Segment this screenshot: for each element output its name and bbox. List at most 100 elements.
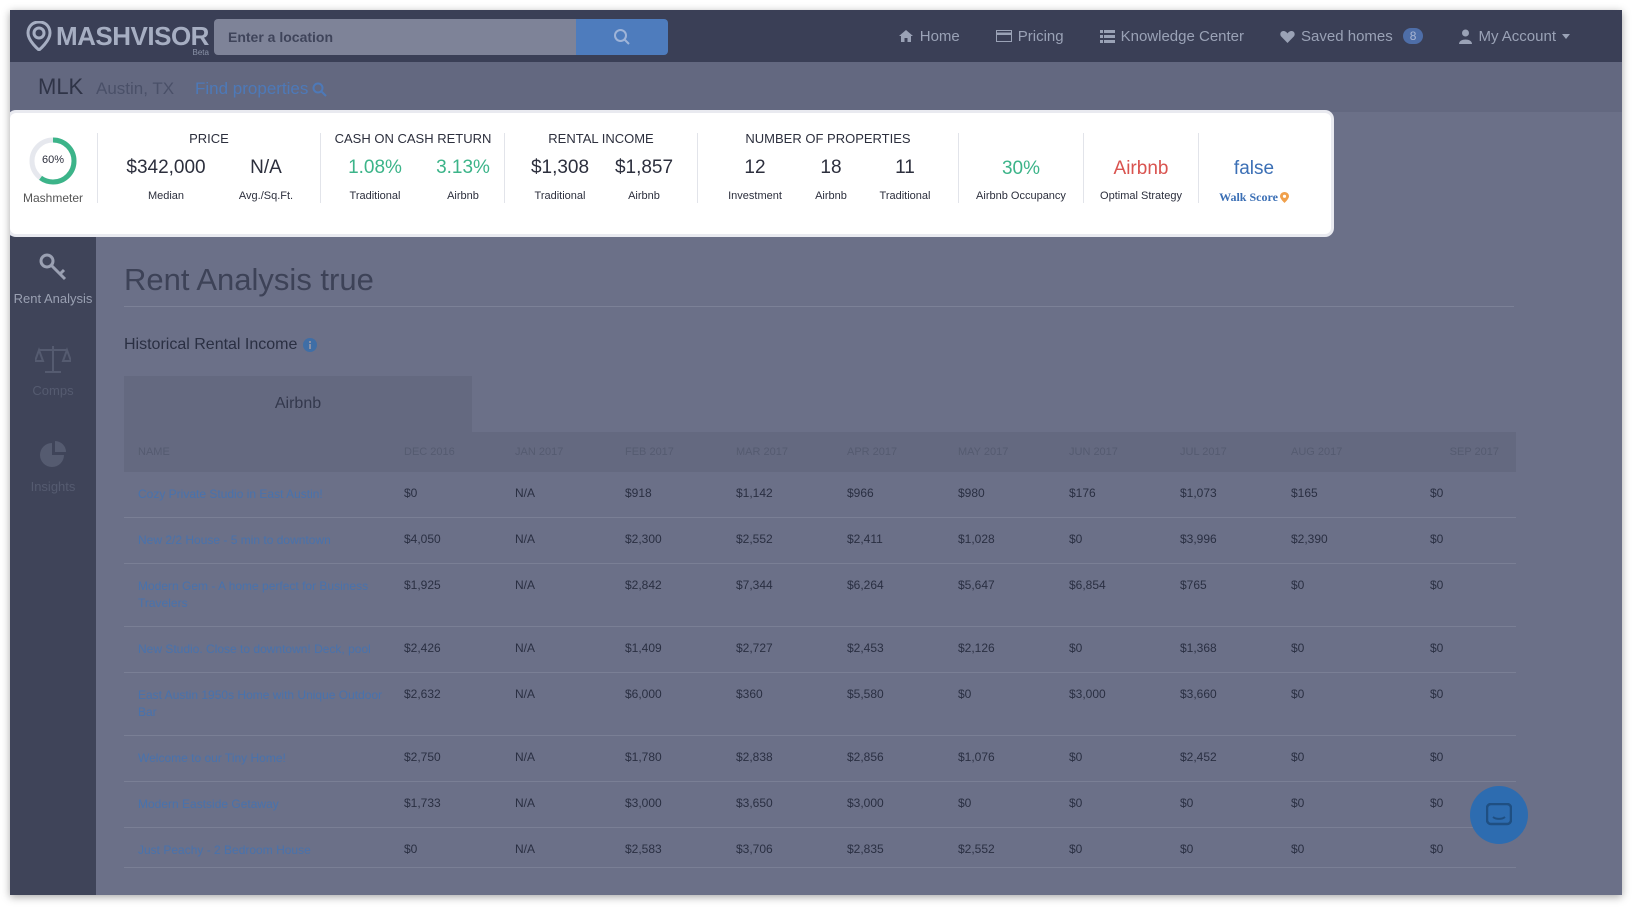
income-cell: $0	[1291, 796, 1305, 810]
listing-name-link[interactable]: East Austin 1950s Home with Unique Outdo…	[138, 688, 383, 719]
divider	[320, 133, 321, 203]
income-cell: $2,856	[847, 750, 884, 764]
find-properties-link[interactable]: Find properties	[195, 79, 328, 99]
page-title: Rent Analysis true	[124, 262, 374, 297]
table-row[interactable]: Welcome to our Tiny Home! $2,750 N/A $1,780…	[124, 736, 1516, 782]
listing-name-link[interactable]: Modern Gem - A home perfect for Business…	[138, 579, 369, 610]
search-icon	[312, 82, 328, 97]
nav-my-account[interactable]: My Account	[1459, 28, 1570, 45]
location-search-input[interactable]	[214, 19, 576, 55]
section-heading: Historical Rental Income	[124, 336, 318, 354]
table-row[interactable]: Modern Eastside Getaway $1,733 N/A $3,000 $3…	[124, 782, 1516, 828]
listing-name-link[interactable]: New 2/2 House - 5 min to downtown	[138, 533, 331, 547]
walk-score-group: false Walk Score	[1199, 113, 1309, 234]
coc-airbnb: 3.13%	[436, 157, 490, 178]
col-header: SEP 2017	[1449, 446, 1499, 458]
col-header: NAME	[138, 446, 170, 458]
nav-home[interactable]: Home	[898, 28, 960, 45]
home-icon	[898, 30, 913, 42]
income-cell: $918	[625, 486, 652, 500]
table-row[interactable]: East Austin 1950s Home with Unique Outdo…	[124, 673, 1516, 736]
walk-score-badge[interactable]: Walk Score	[1199, 190, 1309, 205]
income-cell: $3,000	[625, 796, 662, 810]
city-name: MLK	[38, 74, 84, 99]
strategy-group: Airbnb Optimal Strategy	[1084, 113, 1198, 234]
listing-name-link[interactable]: Welcome to our Tiny Home!	[138, 751, 286, 765]
table-header: NAME DEC 2016 JAN 2017 FEB 2017 MAR 2017…	[124, 432, 1516, 472]
chat-button[interactable]	[1470, 786, 1528, 844]
coc-airbnb-label: Airbnb	[447, 190, 479, 202]
sidebar-item-label: Comps	[32, 383, 74, 398]
col-header: MAY 2017	[958, 446, 1009, 458]
props-airbnb-label: Airbnb	[815, 190, 847, 202]
nav-knowledge-center[interactable]: Knowledge Center	[1099, 27, 1245, 45]
table-row[interactable]: Just Peachy - 2 Bedroom House $0 N/A $2,583…	[124, 828, 1516, 868]
income-cell: $2,727	[736, 641, 773, 655]
income-cell: $0	[1069, 532, 1083, 546]
props-airbnb: 18	[820, 157, 842, 178]
tab-airbnb[interactable]: Airbnb	[124, 376, 472, 432]
income-cell: $6,000	[625, 687, 662, 701]
sidebar-item-label: Insights	[30, 479, 76, 494]
table-row[interactable]: Cozy Private Studio in East Austin! $0 N/A…	[124, 472, 1516, 518]
price-title: PRICE	[189, 131, 229, 146]
income-cell: $4,050	[404, 532, 441, 546]
scale-icon	[35, 346, 71, 373]
nav-account-label: My Account	[1478, 27, 1556, 45]
price-per-sqft-label: Avg./Sq.Ft.	[238, 190, 294, 202]
saved-count-badge: 8	[1402, 28, 1424, 44]
location-search	[214, 19, 668, 55]
divider	[958, 133, 959, 203]
income-cell: $3,650	[736, 796, 773, 810]
divider	[1198, 133, 1199, 203]
sidebar-item-insights[interactable]: Insights	[10, 440, 96, 495]
income-cell: N/A	[515, 750, 536, 764]
metrics-card: 60% Mashmeter PRICE $342,000 Median N/A …	[10, 113, 1331, 234]
strategy-label: Optimal Strategy	[1100, 190, 1182, 202]
income-cell: $0	[1291, 842, 1305, 856]
sidebar-item-comps[interactable]: Comps	[10, 344, 96, 399]
income-cell: $0	[1180, 842, 1194, 856]
income-cell: $7,344	[736, 578, 773, 592]
listing-name-link[interactable]: Just Peachy - 2 Bedroom House	[138, 843, 311, 857]
properties-count-group: NUMBER OF PROPERTIES 12 Investment 18 Ai…	[698, 113, 958, 234]
income-cell: $0	[1291, 687, 1305, 701]
nav-pricing[interactable]: Pricing	[995, 27, 1064, 45]
income-cell: $3,000	[847, 796, 884, 810]
info-icon[interactable]	[303, 338, 318, 352]
income-cell: $0	[1430, 641, 1444, 655]
city-state: Austin, TX	[96, 79, 175, 98]
left-sidebar: Rent Analysis Comps Insights	[10, 236, 96, 895]
mashmeter-label: Mashmeter	[22, 191, 84, 205]
table-row[interactable]: New 2/2 House - 5 min to downtown $4,050 N…	[124, 518, 1516, 564]
listing-name-link[interactable]: New Studio. Close to downtown! Deck, poo…	[138, 642, 371, 656]
income-cell: $1,142	[736, 486, 773, 500]
table-row[interactable]: Modern Gem - A home perfect for Business…	[124, 564, 1516, 627]
pie-icon	[40, 441, 66, 467]
income-cell: N/A	[515, 641, 536, 655]
props-traditional: 11	[895, 157, 915, 178]
nav-pricing-label: Pricing	[1017, 27, 1064, 45]
logo[interactable]: MASHVISOR Beta	[26, 19, 209, 57]
income-cell: $1,073	[1180, 486, 1217, 500]
income-cell: $0	[1180, 796, 1194, 810]
price-median: $342,000	[126, 157, 206, 178]
nav-saved-homes[interactable]: Saved homes 8	[1280, 28, 1424, 45]
income-cell: $2,426	[404, 641, 441, 655]
income-cell: $0	[1430, 687, 1444, 701]
search-button[interactable]	[576, 19, 668, 55]
table-row[interactable]: New Studio. Close to downtown! Deck, poo…	[124, 627, 1516, 673]
mashmeter-value: 60%	[41, 154, 65, 166]
income-cell: $1,028	[958, 532, 995, 546]
logo-beta: Beta	[192, 48, 209, 57]
sidebar-item-rent-analysis[interactable]: Rent Analysis	[10, 252, 96, 307]
income-cell: $0	[1069, 641, 1083, 655]
income-cell: N/A	[515, 687, 536, 701]
logo-pin-icon	[26, 21, 52, 51]
listing-name-link[interactable]: Modern Eastside Getaway	[138, 797, 279, 811]
income-airbnb-label: Airbnb	[628, 190, 660, 202]
income-cell: $6,264	[847, 578, 884, 592]
listing-name-link[interactable]: Cozy Private Studio in East Austin!	[138, 487, 323, 501]
table-body: Cozy Private Studio in East Austin! $0 N/A…	[124, 472, 1516, 868]
nav-knowledge-label: Knowledge Center	[1120, 27, 1245, 45]
